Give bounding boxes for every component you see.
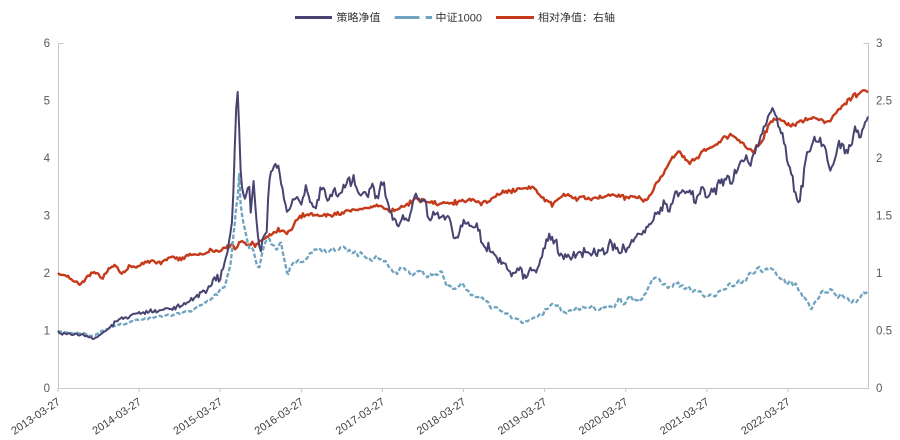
svg-text:0: 0 [876, 383, 882, 395]
svg-text:3: 3 [44, 211, 50, 223]
svg-text:6: 6 [44, 38, 50, 50]
svg-text:0.5: 0.5 [876, 326, 892, 338]
svg-text:1: 1 [876, 268, 882, 280]
svg-text:1.5: 1.5 [876, 211, 892, 223]
svg-text:4: 4 [44, 153, 51, 165]
svg-text:3: 3 [876, 38, 882, 50]
svg-text:1000: 1000 [458, 12, 482, 24]
svg-text:2: 2 [876, 153, 882, 165]
svg-text:0: 0 [44, 383, 50, 395]
svg-text:2.5: 2.5 [876, 96, 892, 108]
svg-text:5: 5 [44, 96, 50, 108]
svg-text:1: 1 [44, 326, 50, 338]
svg-text:2: 2 [44, 268, 50, 280]
